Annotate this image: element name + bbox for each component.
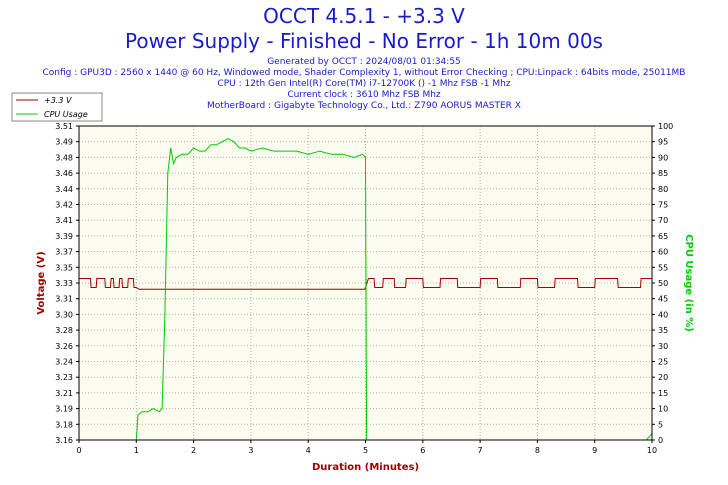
y-tick-label: 3.44 bbox=[55, 185, 73, 194]
series-line-voltage bbox=[79, 278, 652, 290]
chart-subtitle: Power Supply - Finished - No Error - 1h … bbox=[125, 29, 603, 53]
y-tick-label: 3.42 bbox=[55, 201, 73, 210]
y-axis-label: Voltage (V) bbox=[36, 251, 47, 314]
y2-tick-label: 85 bbox=[658, 169, 668, 178]
y2-tick-label: 80 bbox=[658, 185, 668, 194]
y-tick-label: 3.31 bbox=[55, 295, 73, 304]
y-tick-label: 3.18 bbox=[55, 420, 73, 429]
y2-axis-label: CPU Usage (in %) bbox=[683, 234, 694, 332]
series-lines bbox=[79, 138, 653, 441]
y-tick-label: 3.26 bbox=[55, 342, 73, 351]
info-config: Config : GPU3D : 2560 x 1440 @ 60 Hz, Wi… bbox=[42, 68, 686, 78]
legend-label-cpu: CPU Usage bbox=[44, 110, 88, 119]
legend-box bbox=[11, 92, 103, 122]
y2-tick-label: 45 bbox=[658, 295, 668, 304]
x-tick-label: 0 bbox=[76, 446, 81, 455]
info-generated: Generated by OCCT : 2024/08/01 01:34:55 bbox=[267, 57, 461, 67]
x-tick-label: 6 bbox=[420, 446, 425, 455]
x-tick-label: 2 bbox=[191, 446, 196, 455]
y2-tick-label: 40 bbox=[658, 310, 668, 319]
x-tick-label: 7 bbox=[478, 446, 483, 455]
info-motherboard: MotherBoard : Gigabyte Technology Co., L… bbox=[207, 101, 521, 111]
y2-tick-label: 55 bbox=[658, 263, 668, 272]
y-tick-label: 3.28 bbox=[55, 326, 73, 335]
y2-tick-label: 15 bbox=[658, 389, 668, 398]
series-line-cpu-usage bbox=[79, 138, 653, 441]
chart-title: OCCT 4.5.1 - +3.3 V bbox=[263, 4, 465, 28]
y-tick-label: 3.19 bbox=[55, 405, 73, 414]
y2-tick-label: 70 bbox=[658, 216, 668, 225]
legend: +3.3 V CPU Usage bbox=[11, 92, 103, 122]
y2-tick-label: 60 bbox=[658, 248, 668, 257]
y2-tick-label: 75 bbox=[658, 201, 668, 210]
x-tick-label: 8 bbox=[535, 446, 540, 455]
y-tick-label: 3.49 bbox=[55, 138, 73, 147]
y-tick-label: 3.46 bbox=[55, 169, 73, 178]
x-tick-label: 1 bbox=[134, 446, 139, 455]
y-tick-label: 3.39 bbox=[55, 232, 73, 241]
y2-tick-label: 30 bbox=[658, 342, 668, 351]
y-tick-label: 3.16 bbox=[55, 436, 73, 445]
y2-tick-label: 20 bbox=[658, 373, 668, 382]
y2-tick-label: 10 bbox=[658, 405, 668, 414]
y-tick-label: 3.37 bbox=[55, 248, 73, 257]
x-axis-label: Duration (Minutes) bbox=[312, 462, 419, 473]
info-clock: Current clock : 3610 Mhz FSB Mhz bbox=[287, 90, 441, 100]
y2-tick-label: 25 bbox=[658, 358, 668, 367]
y2-tick-label: 5 bbox=[658, 420, 663, 429]
y-tick-label: 3.30 bbox=[55, 310, 73, 319]
x-tick-label: 5 bbox=[363, 446, 368, 455]
legend-label-voltage: +3.3 V bbox=[44, 96, 72, 105]
y-tick-label: 3.23 bbox=[55, 373, 73, 382]
y2-tick-label: 90 bbox=[658, 153, 668, 162]
x-tick-label: 4 bbox=[306, 446, 311, 455]
y2-tick-label: 65 bbox=[658, 232, 668, 241]
info-cpu: CPU : 12th Gen Intel(R) Core(TM) i7-1270… bbox=[217, 79, 511, 89]
y2-tick-label: 100 bbox=[658, 122, 673, 131]
y-tick-label: 3.24 bbox=[55, 358, 73, 367]
y-tick-label: 3.41 bbox=[55, 216, 73, 225]
y-tick-label: 3.51 bbox=[55, 122, 73, 131]
x-tick-label: 10 bbox=[647, 446, 657, 455]
y-tick-label: 3.48 bbox=[55, 153, 73, 162]
x-tick-label: 9 bbox=[592, 446, 597, 455]
axis-ticks: 3.16 3.18 3.19 3.21 3.23 3.24 3.26 3.28 3.30 3.31… bbox=[55, 122, 673, 455]
y2-tick-label: 35 bbox=[658, 326, 668, 335]
y-tick-label: 3.35 bbox=[55, 263, 73, 272]
x-tick-label: 3 bbox=[248, 446, 253, 455]
y-tick-label: 3.21 bbox=[55, 389, 73, 398]
y-tick-label: 3.33 bbox=[55, 279, 73, 288]
y2-tick-label: 95 bbox=[658, 138, 668, 147]
y2-tick-label: 50 bbox=[658, 279, 668, 288]
y2-tick-label: 0 bbox=[658, 436, 663, 445]
